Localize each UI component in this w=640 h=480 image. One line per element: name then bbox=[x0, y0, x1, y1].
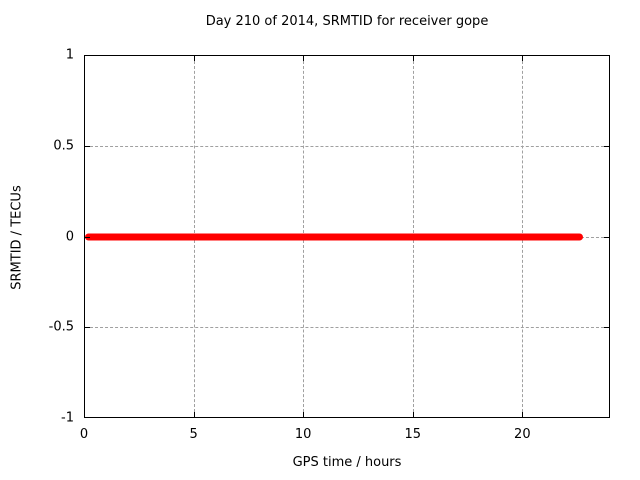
y-tick-mark bbox=[604, 326, 609, 328]
x-tick-label: 15 bbox=[404, 427, 422, 442]
x-tick-mark bbox=[303, 56, 305, 61]
data-series-line bbox=[85, 233, 583, 240]
y-tick-mark bbox=[85, 236, 90, 238]
x-tick-label: 5 bbox=[189, 427, 198, 442]
y-tick-label: 0 bbox=[65, 229, 74, 244]
x-axis-label: GPS time / hours bbox=[292, 455, 402, 470]
x-tick-mark bbox=[521, 412, 523, 417]
x-tick-labels: 0 5 10 15 20 bbox=[80, 427, 610, 445]
y-tick-mark bbox=[604, 236, 609, 238]
x-tick-mark bbox=[412, 56, 414, 61]
chart-title: Day 210 of 2014, SRMTID for receiver gop… bbox=[205, 14, 489, 29]
y-tick-label: -0.5 bbox=[48, 319, 74, 335]
x-tick-mark bbox=[194, 56, 196, 61]
x-tick-mark bbox=[194, 412, 196, 417]
x-tick-mark bbox=[521, 56, 523, 61]
y-tick-mark bbox=[85, 146, 90, 148]
x-tick-label: 20 bbox=[514, 427, 531, 442]
y-tick-label: -1 bbox=[61, 410, 74, 426]
y-tick-mark bbox=[85, 326, 90, 328]
y-tick-labels: 1 0.5 0 -0.5 -1 bbox=[0, 48, 74, 426]
y-gridline bbox=[85, 146, 609, 148]
y-gridline bbox=[85, 326, 609, 328]
series-layer bbox=[85, 56, 609, 417]
y-tick-label: 0.5 bbox=[53, 138, 74, 154]
tick-marks-layer bbox=[85, 56, 609, 417]
x-tick-label: 0 bbox=[79, 427, 89, 442]
x-tick-mark bbox=[412, 412, 414, 417]
y-tick-label: 1 bbox=[65, 47, 74, 63]
x-tick-mark bbox=[303, 412, 305, 417]
x-tick-label: 10 bbox=[294, 427, 312, 442]
plot-area bbox=[84, 55, 610, 418]
y-tick-mark bbox=[604, 146, 609, 148]
